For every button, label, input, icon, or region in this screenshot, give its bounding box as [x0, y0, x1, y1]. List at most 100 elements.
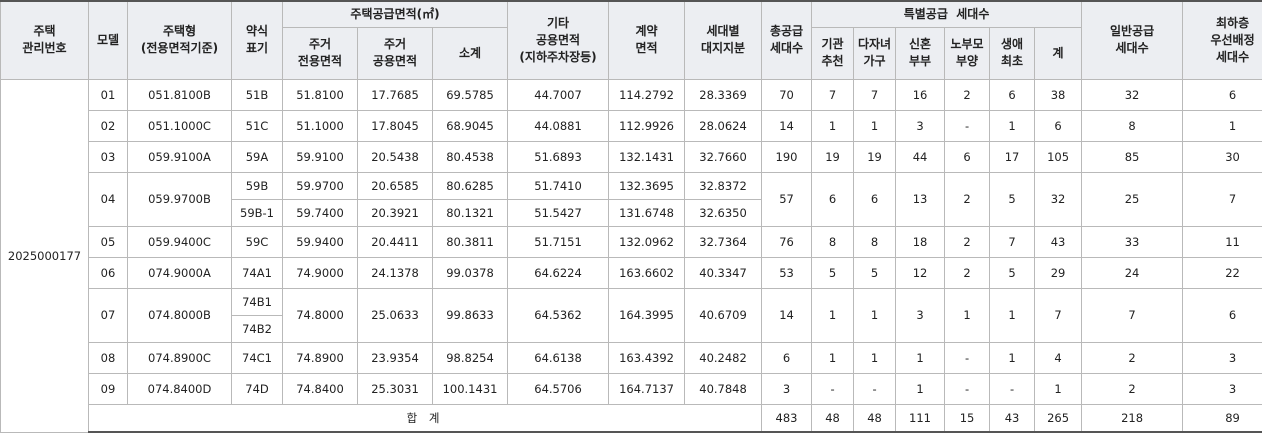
cell-exclusive: 51.8100	[283, 79, 358, 110]
header-special-sum: 계	[1035, 27, 1082, 79]
cell-multi: 1	[854, 110, 896, 141]
cell-multi: 1	[854, 288, 896, 342]
cell-lowfloor: 1	[1183, 110, 1262, 141]
cell-abbr: 59B-1	[232, 199, 283, 226]
header-multi: 다자녀 가구	[854, 27, 896, 79]
cell-special-sum: 29	[1035, 257, 1082, 288]
cell-other: 64.6138	[508, 342, 609, 373]
cell-total: 14	[762, 110, 812, 141]
cell-model: 05	[89, 226, 128, 257]
cell-special-sum: 43	[1035, 226, 1082, 257]
cell-contract: 163.6602	[609, 257, 685, 288]
cell-first: 6	[990, 79, 1035, 110]
cell-total: 190	[762, 141, 812, 172]
cell-total: 6	[762, 342, 812, 373]
cell-first: 1	[990, 110, 1035, 141]
cell-lowfloor: 11	[1183, 226, 1262, 257]
cell-general: 8	[1082, 110, 1183, 141]
cell-elderly: -	[945, 342, 990, 373]
cell-special-sum: 4	[1035, 342, 1082, 373]
cell-subtotal: 99.0378	[433, 257, 508, 288]
cell-contract: 132.3695	[609, 172, 685, 199]
mgmt-no-cell: 2025000177	[1, 79, 89, 432]
cell-abbr: 74B2	[232, 315, 283, 342]
table-row: 09 074.8400D 74D 74.8400 25.3031 100.143…	[1, 373, 1262, 404]
cell-type: 059.9700B	[128, 172, 232, 226]
cell-inst: 8	[812, 226, 854, 257]
header-land-share: 세대별 대지지분	[685, 1, 762, 79]
header-mgmt-no: 주택 관리번호	[1, 1, 89, 79]
header-model: 모델	[89, 1, 128, 79]
cell-model: 04	[89, 172, 128, 226]
cell-other: 51.7410	[508, 172, 609, 199]
cell-elderly: -	[945, 110, 990, 141]
table-row: 07 074.8000B 74B1 74.8000 25.0633 99.863…	[1, 288, 1262, 315]
cell-type: 059.9100A	[128, 141, 232, 172]
header-lowfloor: 최하층 우선배정 세대수	[1183, 1, 1262, 79]
cell-subtotal: 80.4538	[433, 141, 508, 172]
header-house-type: 주택형 (전용면적기준)	[128, 1, 232, 79]
cell-inst: 6	[812, 172, 854, 226]
cell-general: 33	[1082, 226, 1183, 257]
cell-common: 20.4411	[358, 226, 433, 257]
cell-type: 051.1000C	[128, 110, 232, 141]
cell-inst: 5	[812, 257, 854, 288]
cell-first: -	[990, 373, 1035, 404]
cell-newlywed: 44	[896, 141, 945, 172]
sum-multi: 48	[854, 404, 896, 432]
cell-common: 20.6585	[358, 172, 433, 199]
cell-subtotal: 80.1321	[433, 199, 508, 226]
cell-lowfloor: 3	[1183, 342, 1262, 373]
cell-exclusive: 59.9400	[283, 226, 358, 257]
cell-type: 074.8400D	[128, 373, 232, 404]
header-newlywed: 신혼 부부	[896, 27, 945, 79]
cell-other: 64.5362	[508, 288, 609, 342]
cell-exclusive: 74.8000	[283, 288, 358, 342]
header-total-units: 총공급 세대수	[762, 1, 812, 79]
table-row: 06 074.9000A 74A1 74.9000 24.1378 99.037…	[1, 257, 1262, 288]
cell-multi: 6	[854, 172, 896, 226]
cell-total: 70	[762, 79, 812, 110]
cell-special-sum: 1	[1035, 373, 1082, 404]
cell-elderly: 2	[945, 226, 990, 257]
cell-inst: 1	[812, 288, 854, 342]
cell-model: 06	[89, 257, 128, 288]
cell-abbr: 74D	[232, 373, 283, 404]
cell-inst: 7	[812, 79, 854, 110]
header-contract-area: 계약 면적	[609, 1, 685, 79]
table-row: 03 059.9100A 59A 59.9100 20.5438 80.4538…	[1, 141, 1262, 172]
table-row: 02 051.1000C 51C 51.1000 17.8045 68.9045…	[1, 110, 1262, 141]
sum-row: 합 계 483 48 48 111 15 43 265 218 89	[1, 404, 1262, 432]
cell-total: 3	[762, 373, 812, 404]
cell-lowfloor: 7	[1183, 172, 1262, 226]
cell-other: 44.7007	[508, 79, 609, 110]
cell-subtotal: 68.9045	[433, 110, 508, 141]
cell-subtotal: 80.6285	[433, 172, 508, 199]
cell-land: 40.7848	[685, 373, 762, 404]
cell-total: 57	[762, 172, 812, 226]
table-row: 05 059.9400C 59C 59.9400 20.4411 80.3811…	[1, 226, 1262, 257]
sum-inst: 48	[812, 404, 854, 432]
cell-type: 074.8900C	[128, 342, 232, 373]
sum-first: 43	[990, 404, 1035, 432]
cell-first: 1	[990, 288, 1035, 342]
cell-first: 17	[990, 141, 1035, 172]
cell-general: 25	[1082, 172, 1183, 226]
cell-special-sum: 105	[1035, 141, 1082, 172]
cell-newlywed: 1	[896, 342, 945, 373]
cell-contract: 112.9926	[609, 110, 685, 141]
cell-contract: 132.0962	[609, 226, 685, 257]
cell-other: 51.7151	[508, 226, 609, 257]
cell-total: 53	[762, 257, 812, 288]
cell-subtotal: 80.3811	[433, 226, 508, 257]
cell-total: 76	[762, 226, 812, 257]
header-supply-area: 주택공급면적(㎡)	[283, 1, 508, 27]
cell-newlywed: 1	[896, 373, 945, 404]
cell-general: 7	[1082, 288, 1183, 342]
cell-lowfloor: 3	[1183, 373, 1262, 404]
cell-other: 51.6893	[508, 141, 609, 172]
cell-lowfloor: 22	[1183, 257, 1262, 288]
cell-inst: 1	[812, 342, 854, 373]
cell-land: 28.3369	[685, 79, 762, 110]
cell-contract: 164.7137	[609, 373, 685, 404]
